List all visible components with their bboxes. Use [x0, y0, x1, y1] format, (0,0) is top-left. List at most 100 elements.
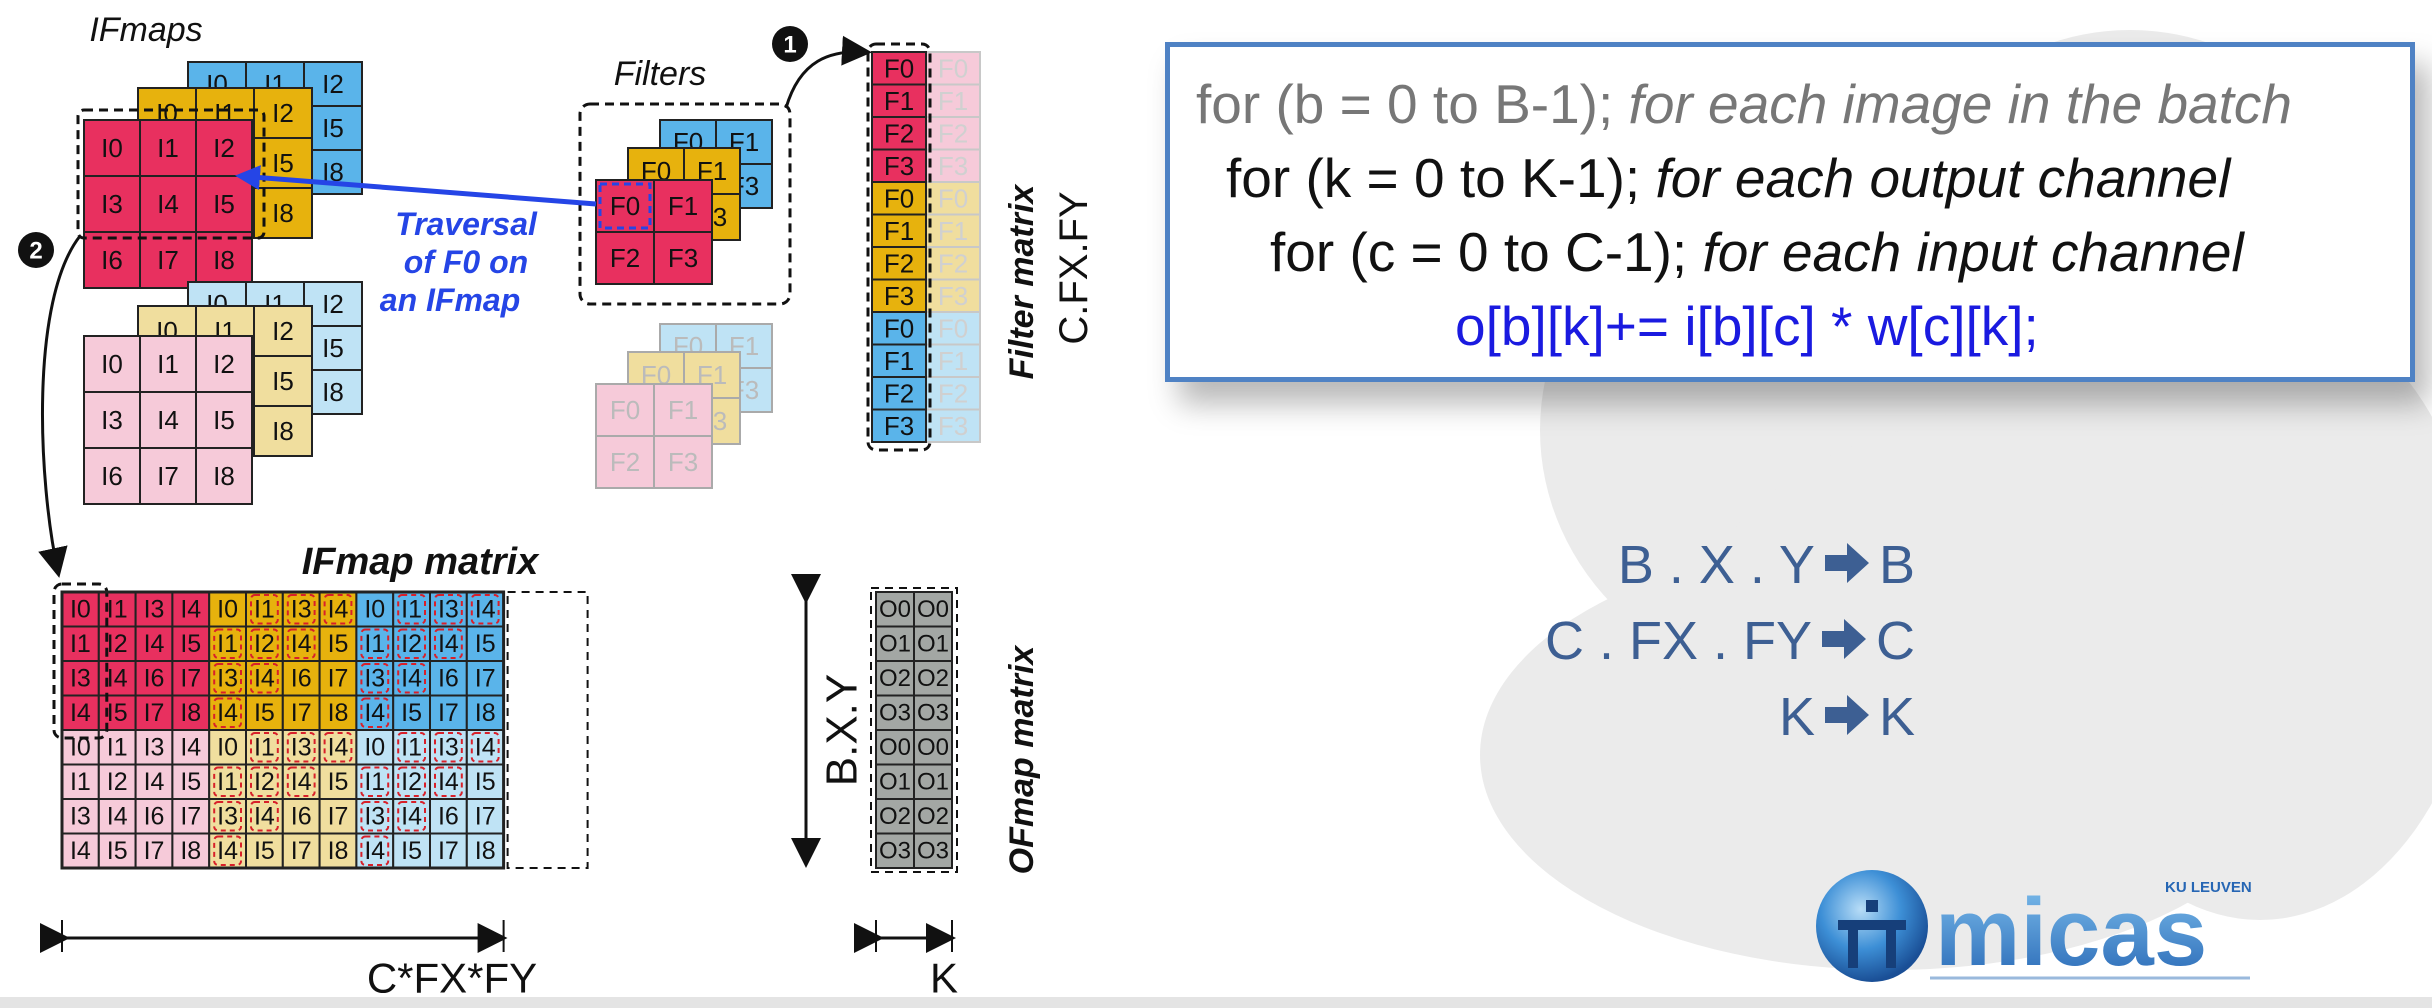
cell-label: F3 — [884, 281, 914, 311]
cell — [253, 305, 313, 357]
cell — [913, 798, 953, 835]
cell — [134, 798, 174, 835]
overlap-marker — [286, 628, 316, 659]
cell-label: I4 — [291, 630, 312, 658]
cell-label: I8 — [213, 461, 235, 491]
step-1-arrow — [784, 35, 872, 109]
cell-label: I0 — [364, 595, 385, 623]
right-arrow-icon — [1824, 543, 1869, 583]
overlap-marker — [397, 628, 427, 659]
overlap-marker — [434, 594, 463, 625]
cell-label: I7 — [180, 664, 201, 692]
mapping-to: C — [1876, 611, 1915, 671]
cell-label: F1 — [884, 86, 914, 116]
cell-label: I7 — [144, 837, 165, 865]
cell-label: F0 — [610, 191, 640, 221]
ghost-cell — [925, 278, 981, 313]
cell-label: I5 — [180, 630, 201, 658]
ghost-cell — [925, 181, 981, 216]
cell — [97, 625, 137, 662]
loop-nest-code-box: for (b = 0 to B-1); for each image in th… — [1165, 42, 2415, 382]
cell-label: I8 — [272, 416, 294, 446]
cell — [913, 729, 953, 766]
cell-label: F2 — [884, 378, 914, 408]
ghost-cell — [925, 246, 981, 281]
cell-label: I3 — [217, 664, 238, 692]
cell-label: I2 — [107, 768, 128, 796]
cell-label: I3 — [101, 189, 123, 219]
cell-label: F1 — [884, 216, 914, 246]
cell-label: F1 — [668, 191, 698, 221]
cell — [83, 175, 141, 233]
cell-label: I0 — [101, 349, 123, 379]
cell-label: I0 — [70, 733, 91, 761]
cell-label: I5 — [272, 366, 294, 396]
cell — [913, 763, 953, 800]
step-2-arrow — [38, 235, 82, 578]
cell — [392, 694, 432, 731]
cell-label: I8 — [180, 837, 201, 865]
cell-label: I5 — [107, 699, 128, 727]
cell-label: I4 — [70, 699, 91, 727]
cell-label: O0 — [917, 596, 949, 623]
ofmap-matrix-title: OFmap matrix — [1003, 644, 1041, 875]
cell-label: I1 — [364, 768, 385, 796]
bxy-guide — [506, 591, 589, 869]
ghost-cell — [925, 311, 981, 346]
cell-label: I4 — [401, 802, 422, 830]
cell — [195, 391, 253, 449]
overlap-marker — [250, 732, 279, 763]
cell-label: I6 — [291, 802, 312, 830]
filter-column-selection — [866, 42, 932, 452]
cell-label: I5 — [213, 405, 235, 435]
ghost-cell-label: F1 — [938, 216, 968, 246]
cell-label: I0 — [217, 595, 238, 623]
cell — [195, 447, 253, 505]
mapping-to: K — [1878, 687, 1915, 747]
overlap-marker — [286, 732, 316, 763]
cell-label: I3 — [291, 733, 312, 761]
cell-label: I3 — [70, 802, 91, 830]
cell-label: F0 — [610, 395, 640, 425]
cell-label: I1 — [217, 630, 238, 658]
cell — [171, 798, 211, 835]
ghost-cell-label: F2 — [938, 248, 968, 278]
cell-label: I7 — [328, 802, 349, 830]
overlap-marker — [434, 766, 463, 797]
ifmaps-title: IFmaps — [89, 11, 202, 49]
right-arrow-icon — [1824, 695, 1869, 735]
cell — [303, 105, 363, 151]
overlap-marker — [323, 594, 353, 625]
cell-label: I1 — [107, 733, 128, 761]
cell-label: I4 — [144, 768, 165, 796]
filter-red: F0 F1 F2 F3 — [595, 179, 713, 285]
cell — [139, 447, 197, 505]
cell — [318, 832, 358, 869]
cell-label: I5 — [401, 837, 422, 865]
cell — [871, 246, 927, 281]
overlap-marker — [250, 628, 279, 659]
cell-label: I8 — [213, 245, 235, 275]
cell-label: I7 — [438, 699, 459, 727]
cell-label: I2 — [254, 768, 275, 796]
ghost-cell-label: F3 — [938, 411, 968, 441]
cell-label: I4 — [364, 837, 385, 865]
overlap-marker — [397, 732, 427, 763]
cell-label: I1 — [254, 733, 275, 761]
cell-label: O2 — [917, 665, 949, 692]
logo-subtext: KU LEUVEN — [2165, 879, 2252, 896]
cell — [465, 832, 505, 869]
k-label: K — [930, 955, 958, 1002]
overlap-marker — [323, 732, 353, 763]
cell — [83, 391, 141, 449]
overlap-marker — [213, 663, 242, 694]
ghost-cell — [925, 83, 981, 118]
micas-logo: micas KU LEUVEN — [1816, 870, 2252, 986]
cell — [871, 408, 927, 443]
cell-label: O0 — [879, 596, 911, 623]
cell-label: I5 — [328, 630, 349, 658]
cell — [465, 660, 505, 697]
ghost-cell-label: F0 — [938, 53, 968, 83]
cell — [913, 832, 953, 869]
